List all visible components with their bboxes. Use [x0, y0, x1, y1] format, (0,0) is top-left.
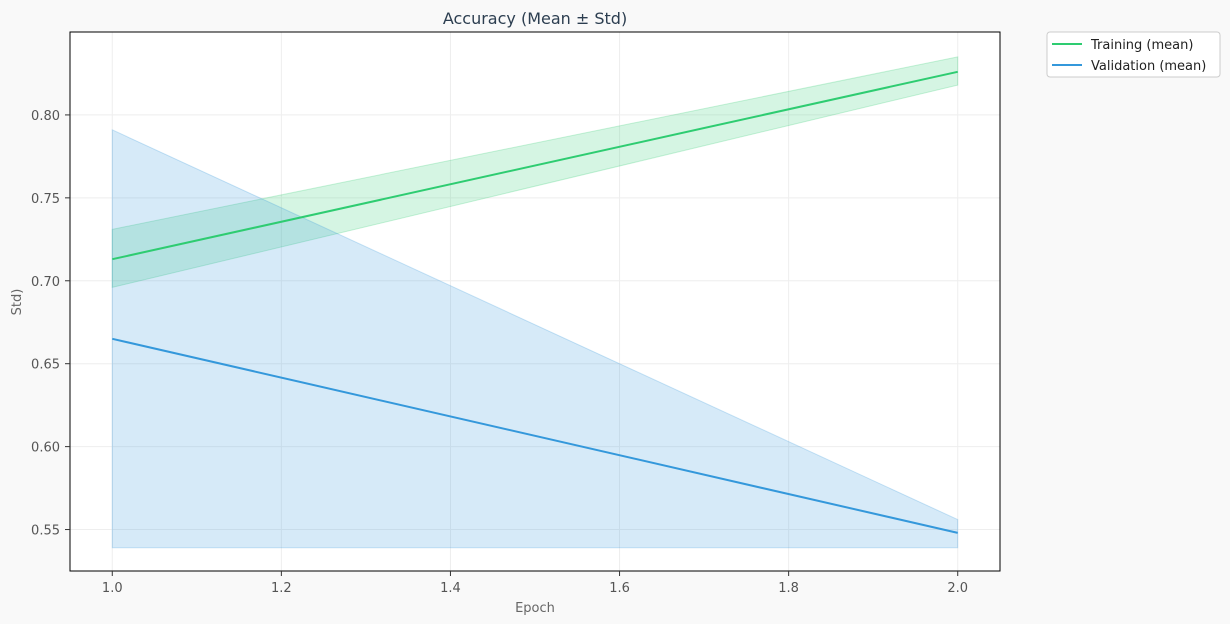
y-tick-label: 0.70 [31, 275, 60, 290]
x-tick-label: 1.6 [609, 581, 630, 596]
std-band-validation [111, 129, 959, 549]
y-tick-label: 0.55 [31, 524, 60, 539]
chart-title: Accuracy (Mean ± Std) [443, 9, 627, 28]
x-tick-label: 1.2 [271, 581, 292, 596]
x-tick-label: 1.0 [102, 581, 123, 596]
std-band-training [111, 56, 959, 289]
y-tick-label: 0.60 [31, 441, 60, 456]
plot-frame [69, 31, 1001, 572]
legend-label-training: Training (mean) [1090, 38, 1193, 53]
legend: Training (mean) Validation (mean) [1046, 31, 1221, 78]
x-tick-label: 2.0 [947, 581, 968, 596]
mean-line-validation [112, 337, 958, 534]
plot-area [70, 32, 1000, 571]
y-tick-label: 0.65 [31, 358, 60, 373]
x-axis-label: Epoch [515, 601, 555, 616]
y-tick-label: 0.75 [31, 192, 60, 207]
x-axis-ticks: 1.0 1.2 1.4 1.6 1.8 2.0 [102, 571, 968, 596]
y-axis-label: Std) [10, 289, 25, 316]
y-tick-label: 0.80 [31, 109, 60, 124]
mean-line-training [112, 70, 958, 261]
legend-box [1046, 31, 1221, 78]
y-axis-ticks: 0.55 0.60 0.65 0.70 0.75 0.80 [31, 109, 70, 539]
std-bands [111, 56, 959, 549]
x-tick-label: 1.4 [440, 581, 461, 596]
legend-label-validation: Validation (mean) [1091, 59, 1206, 74]
mean-lines [112, 70, 958, 534]
x-tick-label: 1.8 [778, 581, 799, 596]
